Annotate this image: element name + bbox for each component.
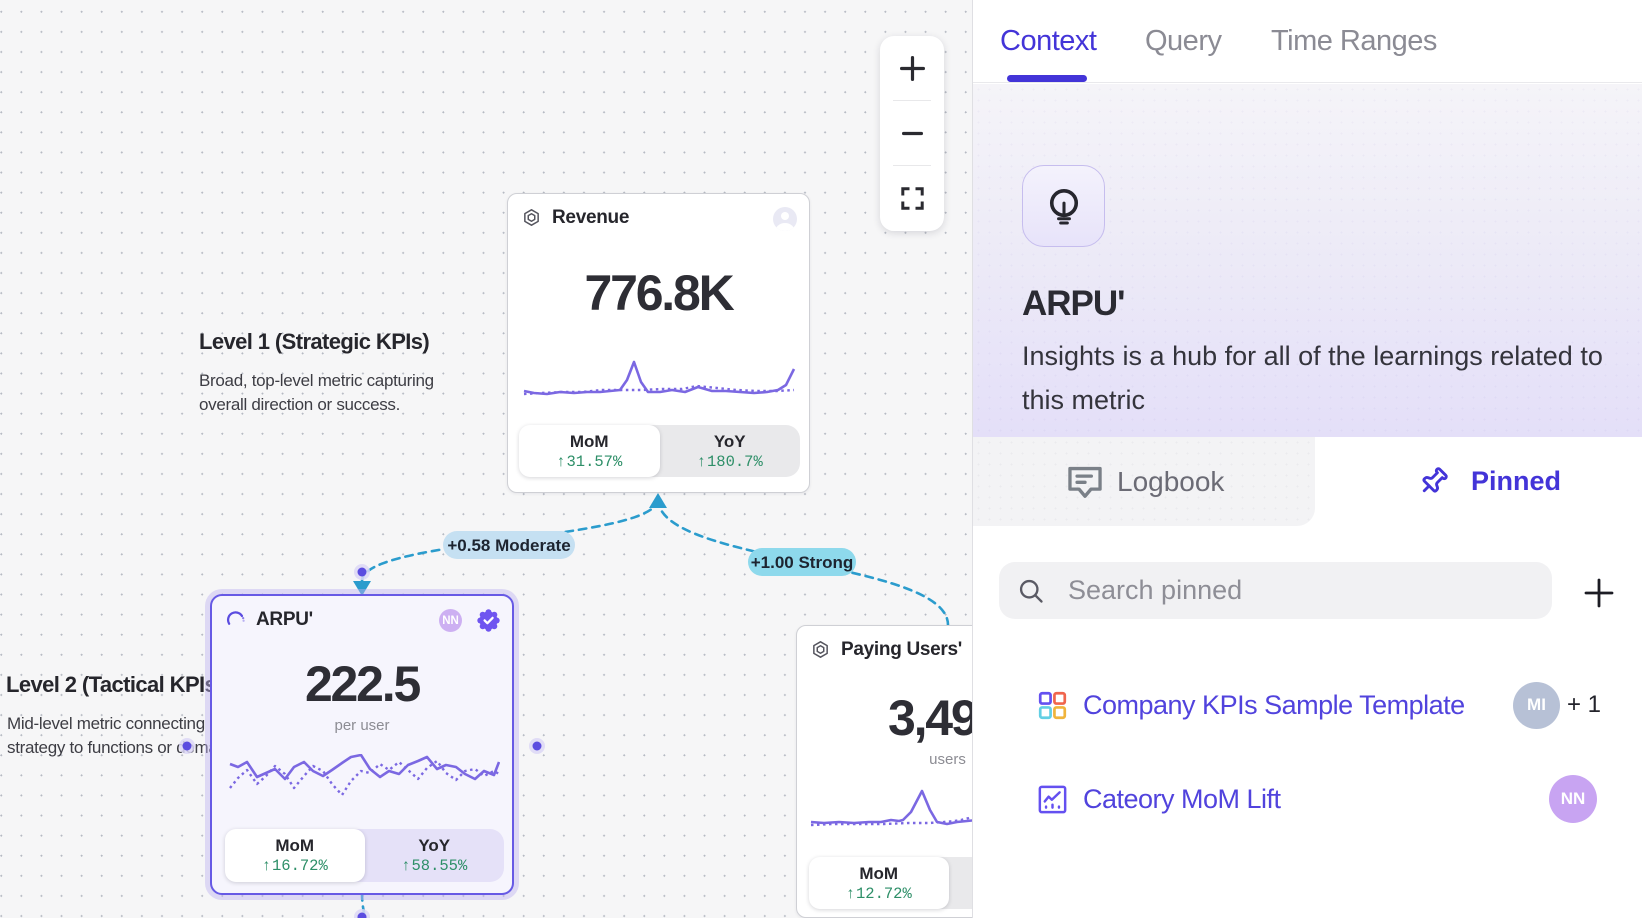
svg-text:+0.58 Moderate: +0.58 Moderate	[447, 536, 570, 555]
svg-text:+1.00 Strong: +1.00 Strong	[751, 553, 854, 572]
